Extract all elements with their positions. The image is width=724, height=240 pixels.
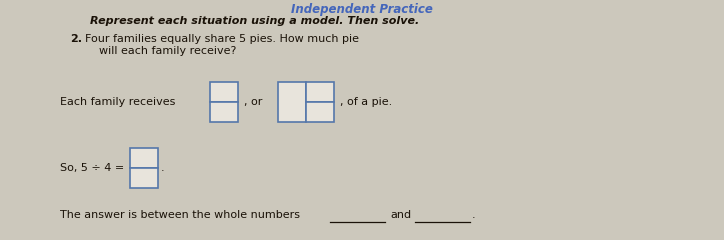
Bar [306, 102, 334, 122]
Text: The answer is between the whole numbers: The answer is between the whole numbers [60, 210, 300, 220]
Text: Each family receives: Each family receives [60, 97, 175, 107]
Bar [278, 82, 306, 122]
Bar [210, 102, 238, 122]
Text: , or: , or [244, 97, 262, 107]
Text: Independent Practice: Independent Practice [291, 3, 433, 16]
Text: Four families equally share 5 pies. How much pie
    will each family receive?: Four families equally share 5 pies. How … [85, 34, 359, 56]
Text: So, 5 ÷ 4 =: So, 5 ÷ 4 = [60, 163, 125, 173]
Bar [306, 82, 334, 102]
Text: .: . [472, 210, 476, 220]
Text: .: . [161, 163, 164, 173]
Bar [130, 148, 158, 168]
Text: 2.: 2. [70, 34, 82, 44]
Bar [210, 82, 238, 102]
Text: and: and [390, 210, 411, 220]
Text: , of a pie.: , of a pie. [340, 97, 392, 107]
Bar [130, 168, 158, 188]
Text: Represent each situation using a model. Then solve.: Represent each situation using a model. … [90, 16, 419, 26]
